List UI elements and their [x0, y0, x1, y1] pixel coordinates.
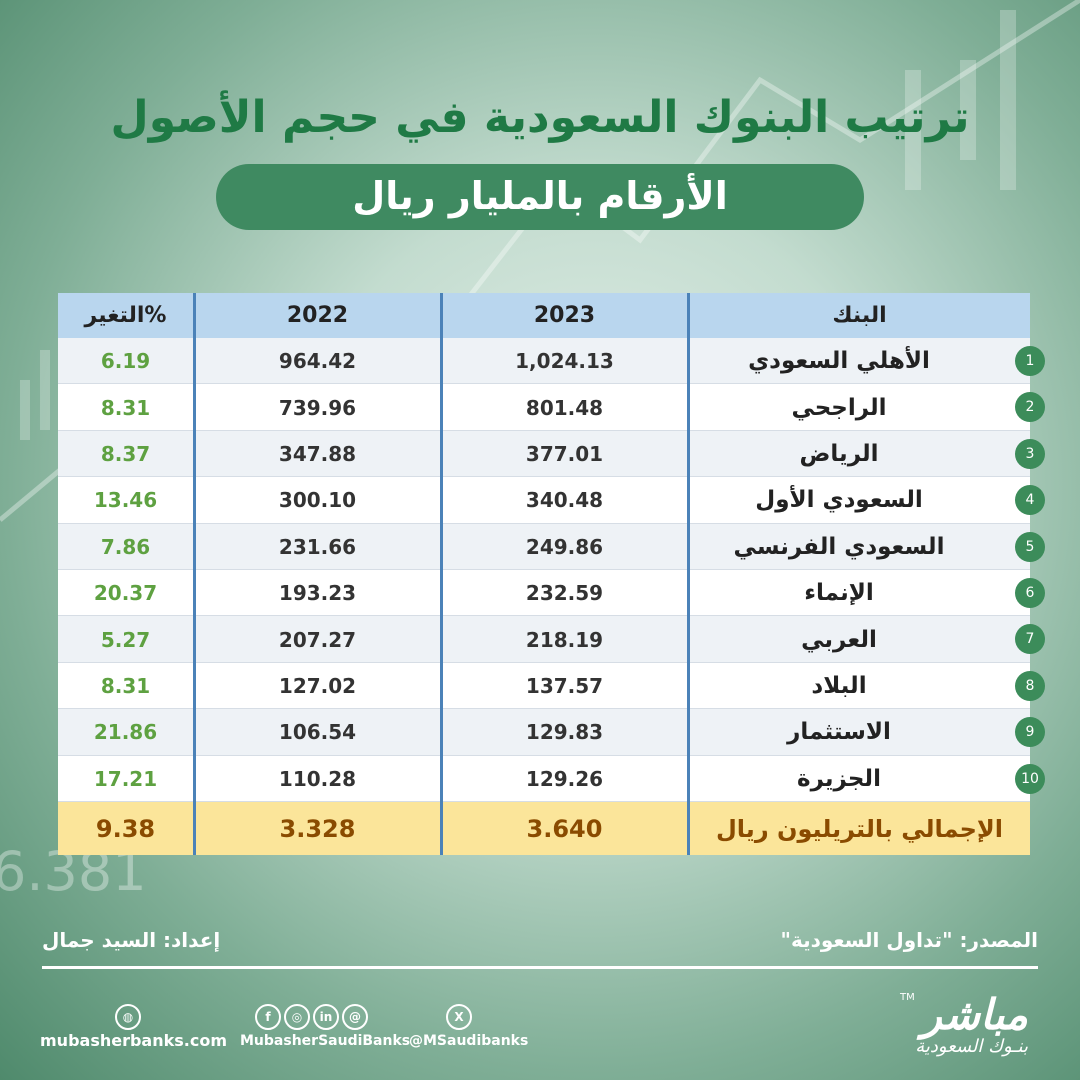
linkedin-icon: in — [313, 1004, 339, 1030]
change-pct: 8.37 — [100, 441, 151, 466]
value-2022: 207.27 — [278, 627, 357, 652]
value-2023: 129.26 — [525, 766, 604, 791]
change-pct: 17.21 — [93, 766, 158, 791]
rank-badge: 4 — [1015, 485, 1045, 516]
rank-badge: 7 — [1015, 624, 1045, 655]
bank-name: الاستثمار — [787, 719, 891, 746]
column-divider — [193, 293, 196, 855]
rank-badge: 6 — [1015, 578, 1045, 608]
website: mubasherbanks.com — [40, 1031, 227, 1050]
x-icon: X — [446, 1004, 472, 1030]
facebook-icon: f — [255, 1004, 281, 1030]
instagram-icon: ◎ — [284, 1004, 310, 1030]
row-bg — [58, 338, 1030, 385]
bank-name: السعودي الأول — [755, 487, 923, 514]
bank-name: الراجحي — [791, 394, 887, 421]
change-pct: 21.86 — [93, 720, 158, 745]
row-bg — [58, 709, 1030, 756]
value-2022: 231.66 — [278, 534, 357, 559]
value-2023: 249.86 — [525, 534, 604, 559]
row-bg — [58, 662, 1030, 710]
change-pct: 5.27 — [100, 627, 151, 652]
change-pct: 7.86 — [100, 534, 151, 559]
rank-badge: 8 — [1015, 670, 1045, 701]
x-handle: @MSaudibanks — [409, 1033, 529, 1049]
value-2022: 127.02 — [278, 673, 357, 698]
value-2022: 347.88 — [278, 441, 357, 466]
bank-name: الجزيرة — [797, 765, 881, 792]
change-pct: 6.19 — [100, 349, 151, 374]
value-2023: 801.48 — [525, 395, 604, 420]
rank-badge: 2 — [1015, 392, 1045, 423]
change-pct: 13.46 — [93, 488, 158, 513]
bank-name: الأهلي السعودي — [748, 348, 930, 375]
value-2023: 137.57 — [525, 673, 604, 698]
row-bg — [58, 523, 1030, 570]
logo: مباشر — [921, 990, 1028, 1039]
value-2023: 129.83 — [525, 720, 604, 745]
value-2022: 964.42 — [278, 349, 357, 374]
change-pct: 8.31 — [100, 395, 151, 420]
value-2022: 300.10 — [278, 488, 357, 513]
bank-name: الرياض — [799, 440, 879, 467]
column-divider — [440, 293, 443, 855]
source: المصدر: "تداول السعودية" — [780, 928, 1038, 952]
value-2023: 232.59 — [525, 581, 604, 606]
change-pct: 8.31 — [100, 673, 151, 698]
value-2023: 377.01 — [525, 441, 604, 466]
total-cell: الإجمالي بالتريليون ريال — [689, 802, 1030, 855]
divider — [42, 966, 1038, 969]
total-cell: 3.640 — [442, 802, 687, 855]
header-cell: البنك — [689, 293, 1030, 338]
row-bg — [58, 616, 1030, 663]
total-cell: 3.328 — [195, 802, 440, 855]
header-cell: 2023 — [442, 293, 687, 338]
value-2022: 106.54 — [278, 720, 357, 745]
title: ترتيب البنوك السعودية في حجم الأصول — [110, 92, 970, 143]
value-2023: 1,024.13 — [515, 349, 614, 374]
header-cell: 2022 — [195, 293, 440, 338]
bank-name: الإنماء — [804, 580, 874, 607]
subtitle: الأرقام بالمليار ريال — [216, 164, 864, 230]
value-2022: 110.28 — [278, 766, 357, 791]
rank-badge: 5 — [1015, 531, 1045, 562]
row-bg — [58, 430, 1030, 478]
rank-badge: 10 — [1015, 763, 1045, 794]
value-2022: 193.23 — [278, 581, 357, 606]
header-cell: التغير% — [58, 293, 193, 338]
column-divider — [687, 293, 690, 855]
bank-name: العربي — [801, 626, 877, 653]
bank-name: البلاد — [811, 672, 867, 699]
rank-badge: 3 — [1015, 438, 1045, 469]
trademark: TM — [900, 992, 915, 1003]
social-handle: MubasherSaudiBanks — [240, 1033, 411, 1049]
value-2022: 739.96 — [278, 395, 357, 420]
logo-subtitle: بنـوك السعودية — [915, 1036, 1028, 1057]
row-bg — [58, 755, 1030, 802]
value-2023: 218.19 — [525, 627, 604, 652]
rank-badge: 1 — [1015, 346, 1045, 376]
row-bg — [58, 384, 1030, 431]
globe-icon: ◍ — [115, 1004, 141, 1030]
rank-badge: 9 — [1015, 717, 1045, 748]
value-2023: 340.48 — [525, 488, 604, 513]
table: البنك 2023 2022 التغير% 1 الأهلي السعودي 1,024… — [58, 293, 1045, 855]
bank-name: السعودي الفرنسي — [733, 533, 945, 560]
row-bg — [58, 570, 1030, 617]
author: إعداد: السيد جمال — [42, 928, 221, 952]
threads-icon: @ — [342, 1004, 368, 1030]
row-bg — [58, 477, 1030, 524]
change-pct: 20.37 — [93, 581, 158, 606]
total-cell: 9.38 — [58, 802, 193, 855]
